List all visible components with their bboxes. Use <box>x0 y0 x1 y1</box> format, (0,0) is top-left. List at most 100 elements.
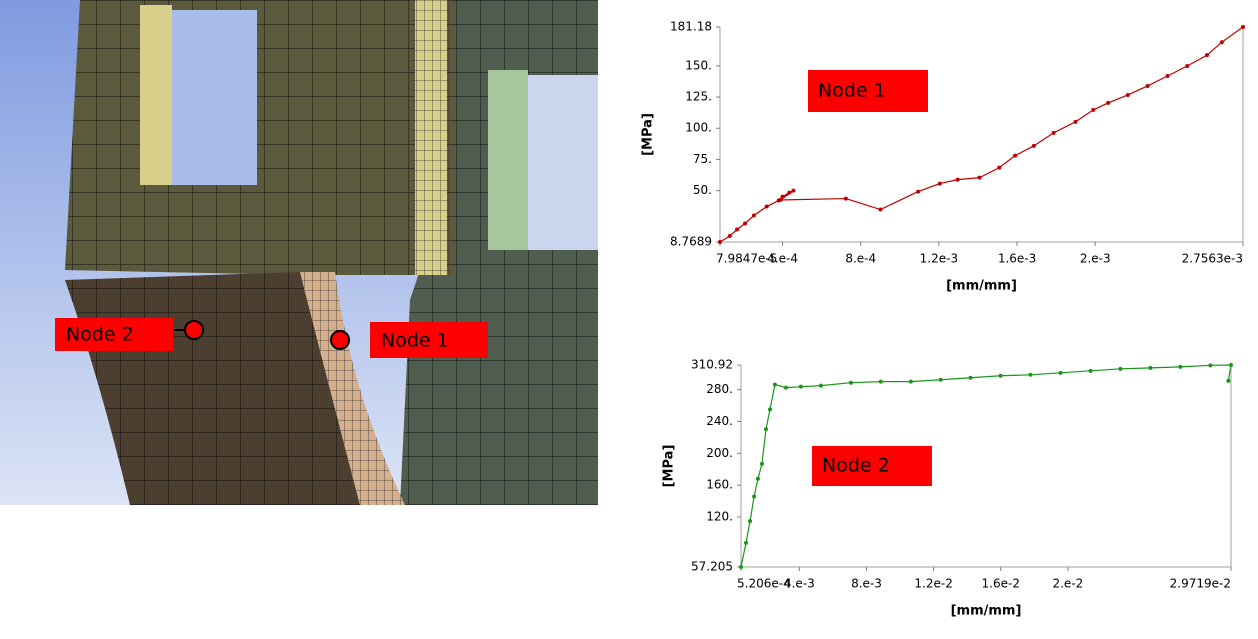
data-point <box>1145 83 1150 88</box>
data-point <box>763 427 768 432</box>
data-point <box>791 188 796 193</box>
data-point <box>1148 365 1153 370</box>
data-point <box>1226 378 1231 383</box>
y-tick-label: 240. <box>706 414 733 428</box>
x-tick-label: 1.6e-3 <box>998 252 1036 266</box>
data-point <box>752 494 757 499</box>
data-point <box>878 379 883 384</box>
data-point <box>1241 25 1245 29</box>
series-line <box>719 26 1244 243</box>
data-point <box>1051 130 1056 135</box>
data-point <box>735 227 740 232</box>
data-point <box>1088 368 1093 373</box>
x-tick-label: 7.9847e-5 <box>716 252 777 266</box>
data-point <box>1118 366 1123 371</box>
y-tick-label: 57.205 <box>691 560 733 574</box>
data-point <box>1028 372 1033 377</box>
x-tick-label: 2.9719e-2 <box>1170 577 1231 591</box>
axis-frame <box>740 365 1232 568</box>
x-tick-label: 8.e-4 <box>845 252 876 266</box>
node-label: Node 1 <box>381 330 449 352</box>
data-point <box>916 189 921 194</box>
x-tick-label: 1.2e-2 <box>914 577 952 591</box>
data-point <box>1185 64 1190 69</box>
y-tick-label: 8.7689 <box>670 235 712 249</box>
data-point <box>977 175 982 180</box>
data-point <box>798 384 803 389</box>
data-point <box>787 190 792 195</box>
data-point <box>1165 73 1170 78</box>
data-point <box>739 565 743 569</box>
mesh-image: Node 2 Node 1 <box>0 0 598 505</box>
node-label: Node 2 <box>66 324 134 346</box>
y-tick-label: 50. <box>693 183 712 197</box>
x-tick-label: 5.206e-4 <box>737 577 791 591</box>
x-tick-label: 4.e-4 <box>767 252 798 266</box>
x-tick-label: 2.e-2 <box>1052 577 1083 591</box>
data-point <box>743 221 748 226</box>
x-tick-label: 1.2e-3 <box>920 252 958 266</box>
data-point <box>744 540 749 545</box>
y-tick-label: 150. <box>685 58 712 72</box>
chart: Node 1 8.7689 50. 75. 100. 125. 150. 181.18 7.98… <box>641 20 1245 294</box>
annotation-box <box>812 446 932 486</box>
data-point <box>1229 363 1233 367</box>
data-point <box>938 377 943 382</box>
data-point <box>764 204 769 209</box>
data-point <box>768 407 773 412</box>
axis-frame <box>719 27 1244 243</box>
data-point <box>997 165 1002 170</box>
data-point <box>998 373 1003 378</box>
data-point <box>1013 153 1018 158</box>
y-tick-label: 75. <box>693 152 712 166</box>
x-axis-label: [mm/mm] <box>946 279 1017 294</box>
y-tick-label: 120. <box>706 510 733 524</box>
data-point <box>937 181 942 186</box>
data-point <box>1204 53 1209 58</box>
y-tick-label: 280. <box>706 382 733 396</box>
annotation: Node 2 <box>822 455 890 477</box>
data-point <box>1073 119 1078 124</box>
y-tick-label: 100. <box>685 121 712 135</box>
data-point <box>778 197 783 202</box>
data-point <box>968 375 973 380</box>
y-tick-label: 181.18 <box>670 20 712 34</box>
data-point <box>1031 143 1036 148</box>
data-point <box>955 177 960 182</box>
data-point <box>1058 370 1063 375</box>
data-point <box>780 194 785 199</box>
x-axis-label: [mm/mm] <box>951 604 1022 619</box>
y-axis-label: [MPa] <box>641 113 656 156</box>
y-axis-label: [MPa] <box>662 445 677 488</box>
chart: Node 2 57.205 120. 160. 200. 240. 280. 310.92 5.… <box>662 358 1233 619</box>
data-point <box>748 519 753 524</box>
data-point <box>759 461 764 466</box>
y-tick-label: 310.92 <box>691 358 733 372</box>
data-point <box>1106 100 1111 105</box>
data-point <box>751 213 756 218</box>
data-point <box>772 382 777 387</box>
data-point <box>848 380 853 385</box>
y-tick-label: 200. <box>706 446 733 460</box>
data-point <box>908 379 913 384</box>
x-tick-label: 1.6e-2 <box>982 577 1020 591</box>
x-tick-label: 2.e-3 <box>1080 252 1111 266</box>
y-tick-label: 160. <box>706 478 733 492</box>
x-tick-label: 2.7563e-3 <box>1182 252 1243 266</box>
data-point <box>1125 92 1130 97</box>
annotation-box <box>808 70 928 112</box>
data-point <box>718 240 722 244</box>
x-tick-label: 4.e-3 <box>784 577 815 591</box>
annotation: Node 1 <box>818 80 886 102</box>
data-point <box>818 383 823 388</box>
x-tick-label: 8.e-3 <box>851 577 882 591</box>
data-point <box>727 233 732 238</box>
data-point <box>1091 107 1096 112</box>
data-point <box>1208 363 1213 368</box>
data-point <box>755 476 760 481</box>
data-point <box>1219 40 1224 45</box>
data-point <box>1178 364 1183 369</box>
data-point <box>783 385 788 390</box>
data-point <box>878 207 883 212</box>
